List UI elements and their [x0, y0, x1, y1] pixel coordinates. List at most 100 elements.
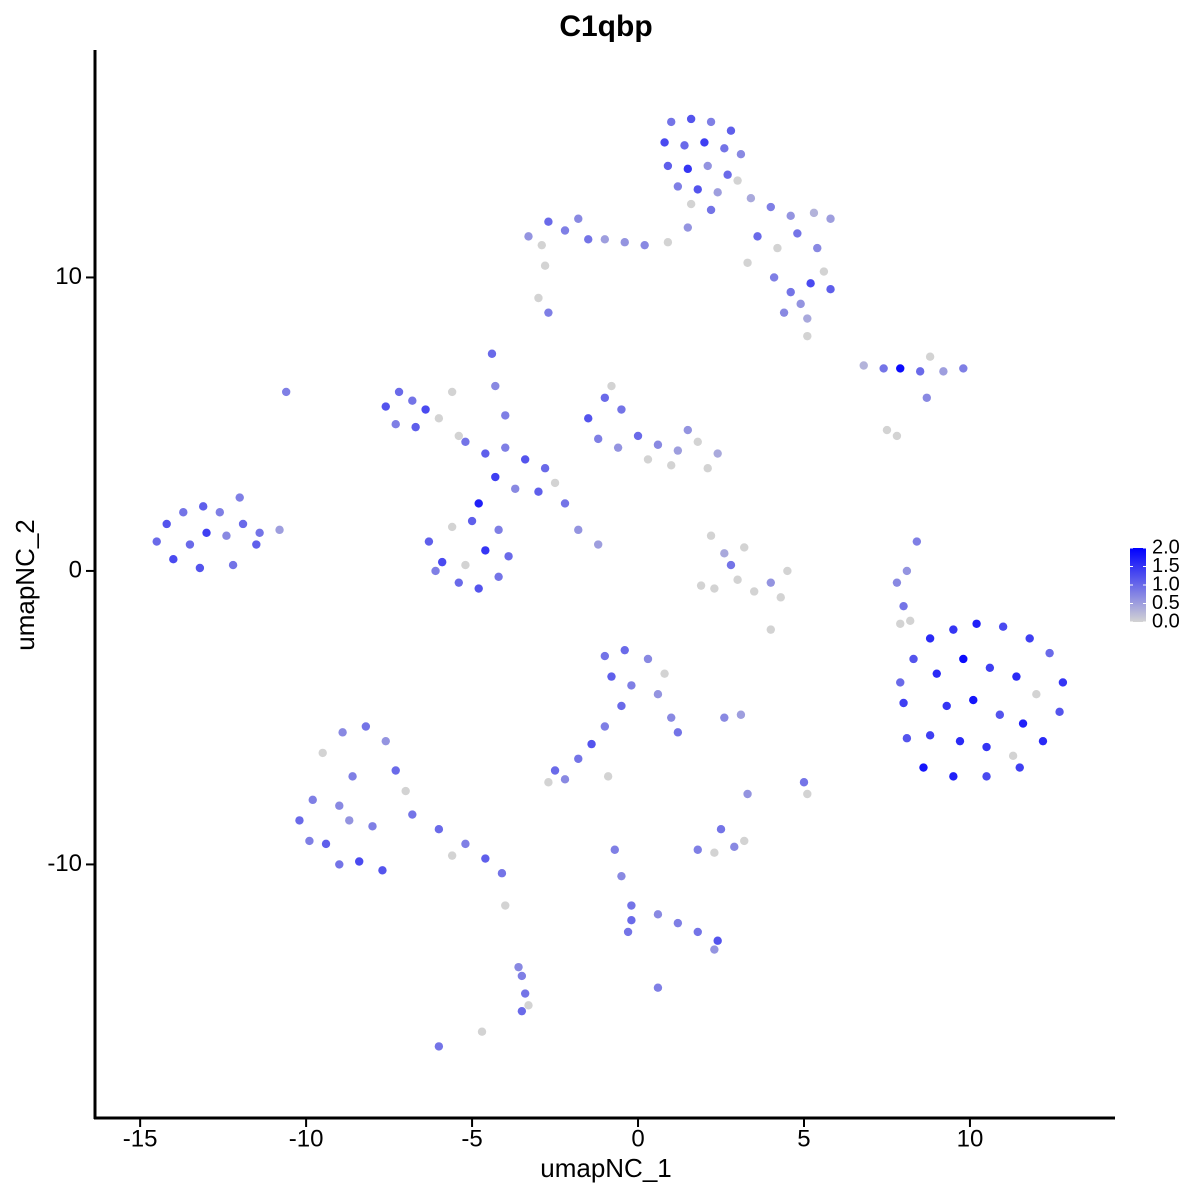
point: [673, 728, 683, 737]
point: [391, 419, 400, 429]
point: [574, 214, 583, 223]
colorbar: 0.00.51.01.52.0: [1130, 536, 1180, 632]
point: [600, 235, 610, 244]
point: [680, 141, 689, 150]
point: [1018, 719, 1028, 728]
point: [749, 587, 759, 596]
point: [627, 901, 636, 910]
point: [633, 431, 643, 441]
point: [949, 772, 958, 781]
point: [421, 405, 430, 414]
point: [899, 601, 908, 611]
point: [859, 361, 868, 370]
point: [361, 722, 371, 731]
x-tick-label: -10: [289, 1125, 324, 1152]
point: [584, 235, 593, 244]
point: [308, 795, 317, 805]
point: [1032, 690, 1041, 699]
point: [720, 549, 729, 558]
point: [896, 619, 905, 628]
point: [909, 654, 918, 664]
point: [494, 525, 503, 535]
point: [537, 240, 546, 250]
point: [381, 736, 390, 746]
point: [896, 364, 905, 373]
point: [338, 728, 347, 737]
point: [348, 772, 357, 781]
point: [693, 927, 702, 937]
point: [726, 560, 736, 570]
point: [169, 555, 178, 564]
colorbar-label: 0.0: [1152, 610, 1180, 632]
point: [892, 578, 902, 587]
colorbar-label: 1.0: [1152, 573, 1180, 595]
point: [786, 287, 795, 297]
point: [587, 739, 596, 749]
point: [673, 446, 683, 455]
point: [487, 349, 497, 358]
point: [803, 314, 812, 323]
point: [1015, 763, 1024, 772]
point: [710, 584, 719, 593]
point: [222, 531, 231, 540]
point: [560, 226, 570, 235]
point: [434, 1042, 444, 1051]
point: [955, 736, 965, 746]
point: [195, 563, 205, 573]
point: [998, 622, 1008, 631]
point: [494, 572, 503, 582]
point: [517, 1006, 527, 1016]
point: [152, 537, 161, 546]
x-tick-label: 0: [631, 1125, 644, 1152]
point: [497, 869, 507, 878]
point: [1055, 707, 1064, 717]
point: [896, 678, 905, 687]
point: [959, 364, 968, 373]
point: [733, 176, 742, 185]
x-tick-label: -15: [123, 1125, 158, 1152]
point: [740, 543, 749, 552]
point: [720, 713, 729, 722]
point: [713, 188, 722, 197]
point: [517, 971, 527, 981]
point: [663, 161, 673, 171]
point: [520, 989, 530, 998]
point: [813, 243, 822, 253]
point: [667, 713, 676, 722]
point: [454, 578, 463, 587]
point: [491, 472, 500, 482]
point: [809, 208, 819, 218]
point: [501, 901, 510, 910]
point: [185, 540, 195, 549]
point: [504, 552, 513, 561]
point: [627, 915, 636, 925]
point: [574, 754, 583, 763]
point: [381, 402, 390, 411]
point: [235, 493, 244, 502]
point: [560, 775, 570, 784]
point: [477, 1027, 487, 1036]
point: [972, 619, 981, 628]
point: [706, 205, 716, 215]
point: [524, 1001, 533, 1010]
point: [540, 464, 550, 473]
point: [686, 114, 696, 124]
point: [776, 593, 785, 602]
point: [746, 194, 756, 203]
points: [152, 114, 1068, 1051]
point: [610, 845, 619, 854]
point: [949, 625, 958, 634]
point: [467, 516, 477, 526]
point: [793, 229, 802, 238]
point: [902, 734, 912, 743]
point: [524, 232, 533, 241]
point: [959, 654, 968, 664]
y-tick-label: 0: [69, 556, 82, 583]
point: [501, 443, 510, 452]
point: [703, 464, 712, 473]
point: [766, 578, 775, 587]
colorbar-gradient: [1130, 548, 1146, 622]
point: [345, 816, 354, 825]
point: [733, 575, 742, 584]
point: [368, 822, 377, 831]
